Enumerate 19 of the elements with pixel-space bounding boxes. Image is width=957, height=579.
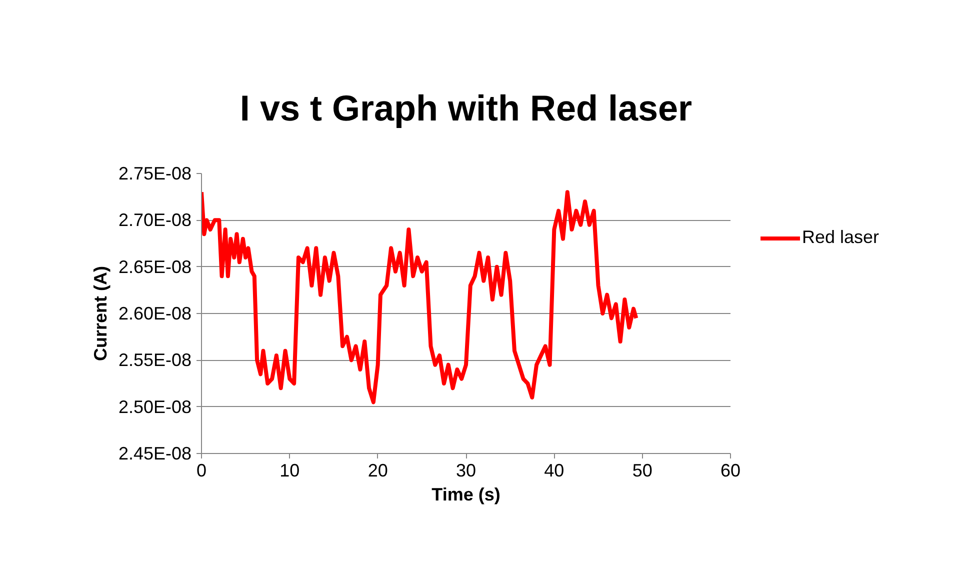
y-tick-label: 2.55E-08 [118,350,192,370]
x-tick-label: 20 [368,460,388,480]
chart-title: I vs t Graph with Red laser [240,88,692,128]
y-tick-label: 2.75E-08 [118,164,192,184]
x-tick-label: 10 [280,460,300,480]
x-tick-label: 60 [720,460,741,480]
x-axis-title: Time (s) [432,484,500,504]
x-tick-label: 50 [632,460,652,480]
y-axis-title: Current (A) [90,266,110,361]
y-tick-label: 2.65E-08 [118,256,192,277]
y-tick-label: 2.50E-08 [118,396,192,417]
x-tick-label: 0 [196,460,207,480]
x-tick-label: 30 [456,460,476,480]
y-tick-label: 2.45E-08 [118,444,192,464]
x-tick-label: 40 [544,460,564,480]
y-tick-label: 2.70E-08 [118,210,192,230]
y-tick-label: 2.60E-08 [118,304,192,324]
line-series [202,190,638,404]
legend-label: Red laser [802,227,880,248]
